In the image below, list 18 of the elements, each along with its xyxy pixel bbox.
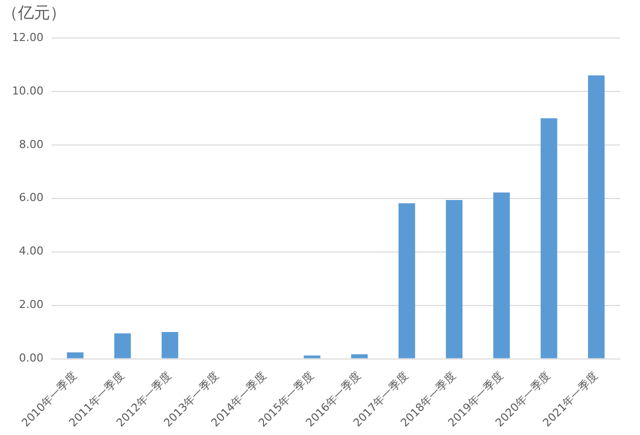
bar [446, 200, 462, 358]
bar [398, 203, 416, 358]
bar [66, 352, 84, 358]
bar [304, 356, 320, 358]
y-tick-label: 8.00 [18, 138, 44, 151]
bar [540, 118, 558, 358]
y-tick-label: 0.00 [18, 352, 44, 365]
bar [114, 333, 131, 358]
y-tick-label: 10.00 [12, 84, 44, 98]
bar [162, 332, 178, 358]
y-tick-label: 2.00 [18, 298, 44, 312]
y-tick-label: 12.00 [12, 30, 44, 44]
bar [493, 192, 510, 358]
bar [351, 354, 368, 358]
bar [588, 75, 605, 358]
y-tick-label: 6.00 [18, 191, 44, 204]
y-axis-title: （亿元） [2, 3, 66, 22]
y-tick-label: 4.00 [18, 244, 44, 258]
